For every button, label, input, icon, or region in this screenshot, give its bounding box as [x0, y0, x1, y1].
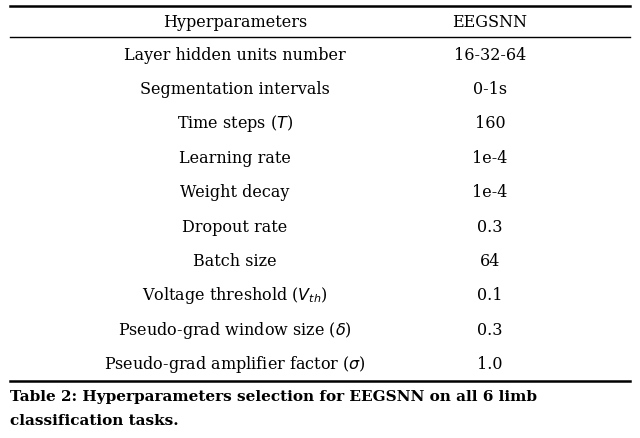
Text: Batch size: Batch size — [193, 253, 277, 269]
Text: Table 2: Hyperparameters selection for EEGSNN on all 6 limb: Table 2: Hyperparameters selection for E… — [10, 389, 537, 403]
Text: Pseudo-grad amplifier factor ($\sigma$): Pseudo-grad amplifier factor ($\sigma$) — [104, 353, 366, 374]
Text: Segmentation intervals: Segmentation intervals — [140, 81, 330, 98]
Text: 0.1: 0.1 — [477, 287, 503, 304]
Text: 1e-4: 1e-4 — [472, 149, 508, 166]
Text: classification tasks.: classification tasks. — [10, 413, 179, 427]
Text: 0.3: 0.3 — [477, 218, 503, 235]
Text: Hyperparameters: Hyperparameters — [163, 14, 307, 31]
Text: 0.3: 0.3 — [477, 321, 503, 338]
Text: 1e-4: 1e-4 — [472, 184, 508, 201]
Text: EEGSNN: EEGSNN — [452, 14, 527, 31]
Text: Layer hidden units number: Layer hidden units number — [124, 46, 346, 64]
Text: Voltage threshold ($V_{th}$): Voltage threshold ($V_{th}$) — [142, 285, 328, 306]
Text: Weight decay: Weight decay — [180, 184, 290, 201]
Text: 0-1s: 0-1s — [473, 81, 507, 98]
Text: 16-32-64: 16-32-64 — [454, 46, 526, 64]
Text: Time steps ($T$): Time steps ($T$) — [177, 113, 293, 134]
Text: 160: 160 — [475, 115, 506, 132]
Text: Learning rate: Learning rate — [179, 149, 291, 166]
Text: Pseudo-grad window size ($\delta$): Pseudo-grad window size ($\delta$) — [118, 319, 352, 340]
Text: Dropout rate: Dropout rate — [182, 218, 287, 235]
Text: 64: 64 — [480, 253, 500, 269]
Text: 1.0: 1.0 — [477, 356, 503, 372]
